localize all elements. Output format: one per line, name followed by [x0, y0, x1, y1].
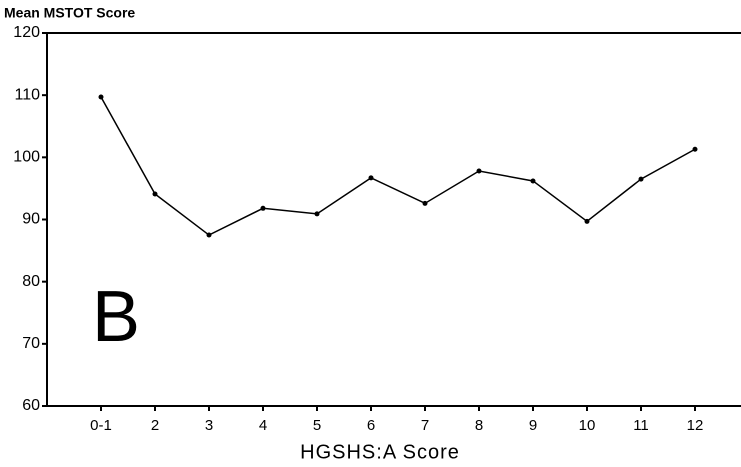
point [476, 168, 482, 174]
point [692, 146, 698, 152]
x-tick-label: 3 [205, 417, 213, 434]
y-tick-label: 80 [22, 273, 40, 290]
point [260, 205, 266, 211]
x-tick-label: 11 [633, 417, 649, 434]
x-tick-label: 9 [529, 417, 537, 434]
x-tick-label: 2 [151, 417, 159, 434]
point [368, 175, 374, 181]
point [422, 200, 428, 206]
x-tick-label: 0-1 [90, 417, 112, 434]
x-tick-label: 5 [313, 417, 321, 434]
line [100, 96, 696, 236]
y-tick-label: 120 [13, 24, 40, 41]
point [530, 178, 536, 184]
y-tick-label: 60 [22, 397, 40, 414]
point [98, 94, 104, 100]
x-tick-label: 6 [367, 417, 375, 434]
point [314, 211, 320, 217]
point [206, 232, 212, 238]
x-axis-label: HGSHS:A Score [300, 441, 460, 463]
x-tick-label: 12 [687, 417, 704, 434]
axis-frame [46, 32, 741, 407]
x-tick-label: 4 [259, 417, 267, 434]
x-tick-label: 8 [475, 417, 483, 434]
y-tick-label: 110 [14, 86, 40, 103]
x-tick-label: 7 [421, 417, 429, 434]
chart-title: Mean MSTOT Score [4, 5, 135, 21]
point [152, 191, 158, 197]
panel-label: B [92, 277, 140, 357]
y-tick-label: 100 [13, 149, 40, 166]
point [584, 218, 590, 224]
y-tick-label: 70 [22, 335, 40, 352]
y-tick-label: 90 [22, 211, 40, 228]
point [638, 176, 644, 182]
x-tick-label: 10 [579, 417, 596, 434]
